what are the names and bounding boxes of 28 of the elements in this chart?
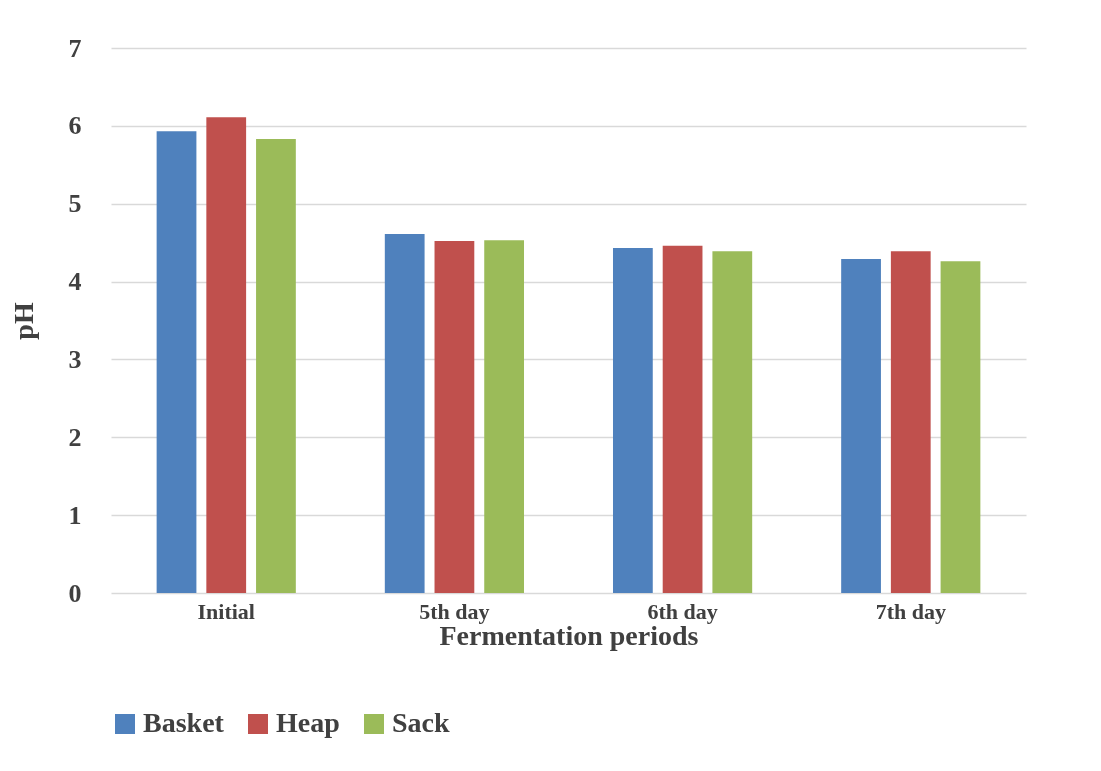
y-tick-label: 7 bbox=[68, 33, 82, 63]
legend-label: Sack bbox=[392, 707, 450, 738]
legend-label: Heap bbox=[276, 707, 340, 738]
bar bbox=[484, 240, 524, 593]
bar bbox=[940, 261, 981, 593]
y-tick-label: 4 bbox=[68, 267, 82, 297]
bar bbox=[712, 251, 753, 593]
x-tick-label: 5th day bbox=[419, 598, 490, 624]
y-tick-label: 5 bbox=[68, 189, 82, 219]
bar bbox=[156, 131, 197, 593]
bar bbox=[662, 245, 703, 593]
legend-label: Basket bbox=[143, 707, 225, 738]
y-tick-label: 0 bbox=[68, 578, 82, 608]
bar bbox=[434, 241, 475, 593]
y-tick-label: 6 bbox=[68, 111, 82, 141]
y-axis-title: pH bbox=[7, 302, 39, 340]
x-tick-label: 6th day bbox=[647, 598, 718, 624]
bar bbox=[384, 234, 425, 593]
y-tick-label: 1 bbox=[68, 500, 82, 530]
bar bbox=[841, 258, 881, 593]
y-tick-label: 3 bbox=[68, 344, 82, 374]
x-tick-label: 7th day bbox=[875, 598, 946, 624]
bar bbox=[206, 117, 247, 593]
x-tick-label: Initial bbox=[197, 598, 255, 624]
bar bbox=[613, 248, 653, 593]
y-tick-label: 2 bbox=[68, 422, 82, 452]
bar bbox=[890, 251, 931, 593]
bar bbox=[256, 139, 296, 593]
